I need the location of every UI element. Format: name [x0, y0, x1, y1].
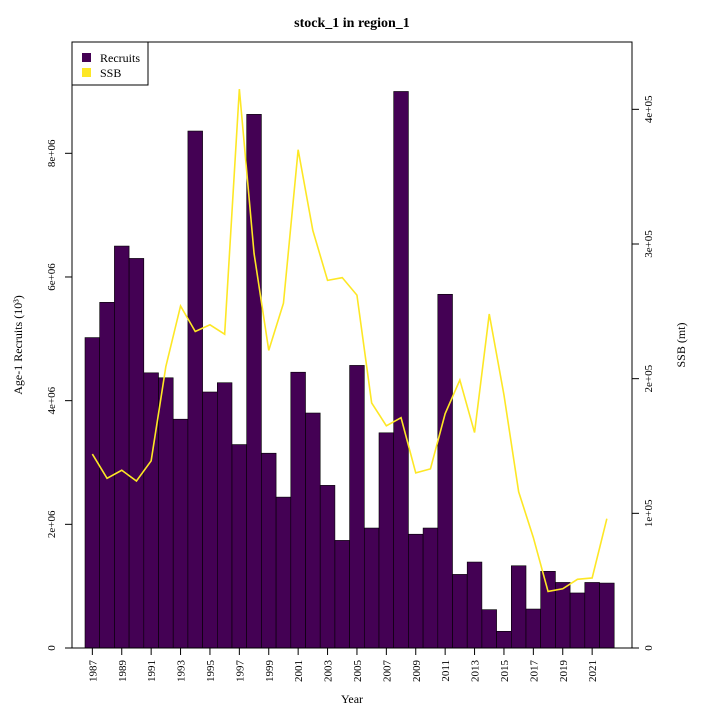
- x-tick-label-1995: 1995: [205, 660, 217, 683]
- bar-2021: [584, 582, 600, 649]
- bar-2005: [349, 365, 365, 649]
- bar-2006: [363, 527, 380, 649]
- x-tick-label-2019: 2019: [558, 660, 570, 683]
- bar-2016: [510, 565, 527, 649]
- bar-2013: [466, 561, 483, 649]
- x-tick-label-1991: 1991: [146, 660, 158, 682]
- bar-2017: [525, 608, 541, 649]
- legend-label-recruits: Recruits: [100, 51, 140, 65]
- bar-1996: [217, 382, 233, 649]
- legend-swatch-recruits: [82, 53, 91, 62]
- legend-swatch-ssb: [82, 68, 91, 77]
- bar-2002: [305, 412, 321, 649]
- bar-2022: [599, 582, 615, 649]
- bar-1999: [261, 452, 277, 649]
- bar-2010: [422, 527, 439, 649]
- x-tick-label-2011: 2011: [440, 660, 452, 682]
- y-left-tick-label-1: 2e+06: [46, 510, 58, 538]
- bar-1989: [114, 245, 130, 649]
- y-right-tick-label-0: 0: [643, 645, 655, 651]
- chart-title: stock_1 in region_1: [294, 16, 410, 31]
- legend-label-ssb: SSB: [100, 66, 121, 80]
- x-tick-label-2001: 2001: [293, 660, 305, 682]
- y-axis-right-label: SSB (mt): [674, 322, 688, 367]
- legend-box: [71, 41, 149, 86]
- x-tick-label-2003: 2003: [323, 660, 335, 683]
- bar-1995: [202, 391, 218, 649]
- bar-2009: [408, 533, 424, 649]
- x-tick-label-1993: 1993: [176, 660, 188, 683]
- bar-2012: [452, 574, 468, 649]
- ssb-line: [91, 89, 608, 593]
- x-tick-label-2007: 2007: [381, 660, 393, 683]
- x-tick-label-2021: 2021: [587, 660, 599, 682]
- y-axis-right: 0 1e+05 2e+05 3e+05 4e+05: [632, 95, 655, 651]
- y-right-tick-label-4: 4e+05: [643, 95, 655, 123]
- y-left-tick-label-0: 0: [46, 645, 58, 651]
- bar-2014: [481, 609, 497, 649]
- bar-2020: [569, 592, 586, 649]
- y-right-tick-label-3: 3e+05: [643, 230, 655, 258]
- x-tick-label-1989: 1989: [117, 660, 129, 683]
- bar-2018: [540, 571, 556, 649]
- bar-2019: [555, 582, 571, 649]
- x-tick-label-1987: 1987: [87, 660, 99, 683]
- bar-2004: [334, 540, 350, 649]
- y-right-tick-label-1: 1e+05: [643, 499, 655, 527]
- x-tick-label-2009: 2009: [411, 660, 423, 683]
- bar-1991: [143, 372, 159, 649]
- bar-2007: [378, 432, 394, 649]
- x-axis: 1987 1989 1991 1993 1995 1997 1999 2001 2003 2005…: [87, 648, 599, 682]
- x-tick-label-1999: 1999: [264, 660, 276, 683]
- y-left-tick-label-4: 8e+06: [46, 139, 58, 167]
- bar-1993: [172, 418, 189, 649]
- bar-2015: [496, 630, 512, 649]
- recruits-bars: [84, 91, 615, 649]
- x-tick-label-2015: 2015: [499, 660, 511, 683]
- y-axis-left: 0 2e+06 4e+06 6e+06 8e+06: [46, 139, 72, 651]
- bar-1997: [231, 444, 247, 649]
- x-tick-label-2013: 2013: [470, 660, 482, 683]
- y-right-tick-label-2: 2e+05: [643, 364, 655, 392]
- bar-1994: [187, 130, 203, 649]
- x-tick-label-2017: 2017: [528, 660, 540, 683]
- x-tick-label-2005: 2005: [352, 660, 364, 683]
- y-left-tick-label-3: 6e+06: [46, 263, 58, 291]
- bar-2001: [290, 371, 306, 649]
- bar-1992: [158, 377, 174, 649]
- x-tick-label-1997: 1997: [234, 660, 246, 683]
- y-axis-left-label: Age-1 Recruits (10³): [11, 295, 25, 395]
- plot-frame: [71, 41, 633, 649]
- x-axis-label: Year: [341, 692, 363, 706]
- bar-2000: [275, 496, 292, 649]
- bar-2011: [437, 293, 453, 649]
- bar-1987: [84, 337, 100, 649]
- bar-1990: [128, 258, 145, 649]
- y-left-tick-label-2: 4e+06: [46, 386, 58, 414]
- bar-2003: [319, 485, 336, 649]
- legend: Recruits SSB: [71, 41, 149, 86]
- bar-2008: [393, 91, 409, 649]
